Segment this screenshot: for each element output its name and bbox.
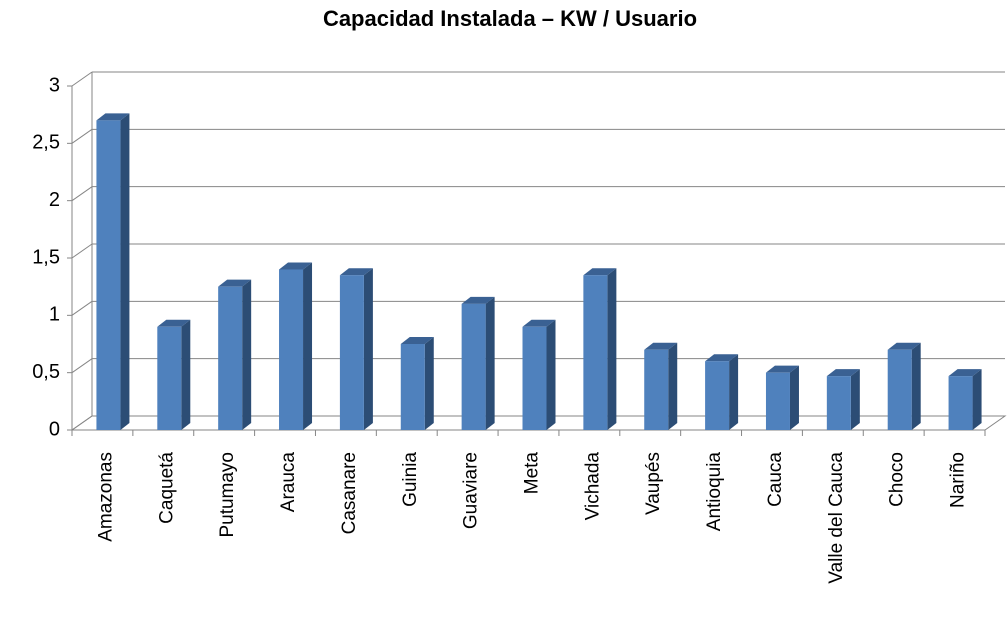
y-tick-label: 0,5: [32, 361, 60, 383]
bar: [400, 344, 425, 430]
bar: [644, 349, 669, 430]
bar-top: [705, 354, 739, 362]
x-tick-label: Vichada: [582, 452, 603, 521]
x-tick-label: Choco: [887, 452, 908, 507]
bar-side: [850, 369, 860, 430]
bar-side: [303, 262, 313, 430]
x-tick-label: Arauca: [278, 452, 299, 513]
bar-side: [120, 113, 130, 431]
x-tick-label: Casanare: [339, 452, 360, 534]
y-tick-label: 1,5: [32, 246, 60, 268]
grid-diagonal: [71, 128, 93, 144]
bar-top: [644, 342, 678, 350]
x-tick-label: Putumayo: [217, 452, 238, 538]
bar-top: [948, 369, 982, 377]
grid-diagonal: [71, 415, 93, 431]
bar: [279, 269, 304, 430]
bar-side: [485, 296, 495, 430]
chart-title: Capacidad Instalada – KW / Usuario: [323, 6, 697, 31]
bar: [826, 376, 851, 430]
bar-top: [765, 365, 799, 373]
bar: [583, 275, 608, 430]
bar-side: [242, 279, 252, 430]
x-tick-label: Vaupés: [643, 452, 664, 515]
x-tick-label: Meta: [522, 452, 543, 495]
x-tick-label: Guaviare: [461, 452, 482, 529]
bar-top: [157, 319, 191, 327]
bar-top: [279, 262, 313, 270]
bar-top: [400, 337, 434, 344]
bar: [218, 286, 243, 430]
x-tick-label: Nariño: [948, 452, 969, 508]
grid-diagonal: [71, 243, 93, 259]
bar-side: [607, 268, 617, 430]
x-tick-label: Antioquia: [704, 452, 725, 532]
bar: [887, 349, 912, 430]
bar-side: [668, 342, 678, 430]
y-tick-label: 1: [49, 304, 60, 326]
bar-side: [911, 342, 921, 430]
bar-side: [424, 337, 434, 430]
bar-top: [522, 319, 556, 327]
y-tick-label: 2,5: [32, 132, 60, 154]
grid-diagonal: [71, 300, 93, 316]
grid-diagonal: [71, 358, 93, 374]
bar-top: [461, 296, 495, 304]
y-tick-label: 3: [49, 74, 60, 96]
bar-side: [789, 365, 799, 430]
bar-side: [363, 268, 373, 430]
bar-top: [583, 268, 617, 276]
x-tick-label: Caquetá: [156, 452, 177, 524]
grid-diagonal: [71, 71, 93, 87]
x-tick-label: Guinia: [400, 452, 421, 507]
bar: [765, 372, 790, 430]
bar-top: [218, 279, 252, 287]
bar: [522, 326, 547, 430]
bar: [96, 120, 121, 431]
bar-top: [887, 342, 921, 350]
bar: [705, 361, 730, 430]
x-tick-label: Cauca: [765, 452, 786, 507]
x-tick-label: Valle del Cauca: [826, 452, 847, 584]
bar-top: [826, 369, 860, 377]
bar-top: [339, 268, 373, 276]
bar-side: [972, 369, 982, 430]
bar-side: [729, 354, 739, 430]
bar: [339, 275, 364, 430]
grid-diagonal: [71, 186, 93, 202]
y-tick-label: 2: [49, 189, 60, 211]
bar: [461, 303, 486, 430]
bar: [157, 326, 182, 430]
y-tick-label: 0: [49, 418, 60, 440]
bar-side: [546, 319, 556, 430]
bar-side: [181, 319, 191, 430]
x-tick-label: Amazonas: [95, 452, 116, 542]
bar-top: [96, 113, 130, 121]
bar: [948, 376, 973, 430]
